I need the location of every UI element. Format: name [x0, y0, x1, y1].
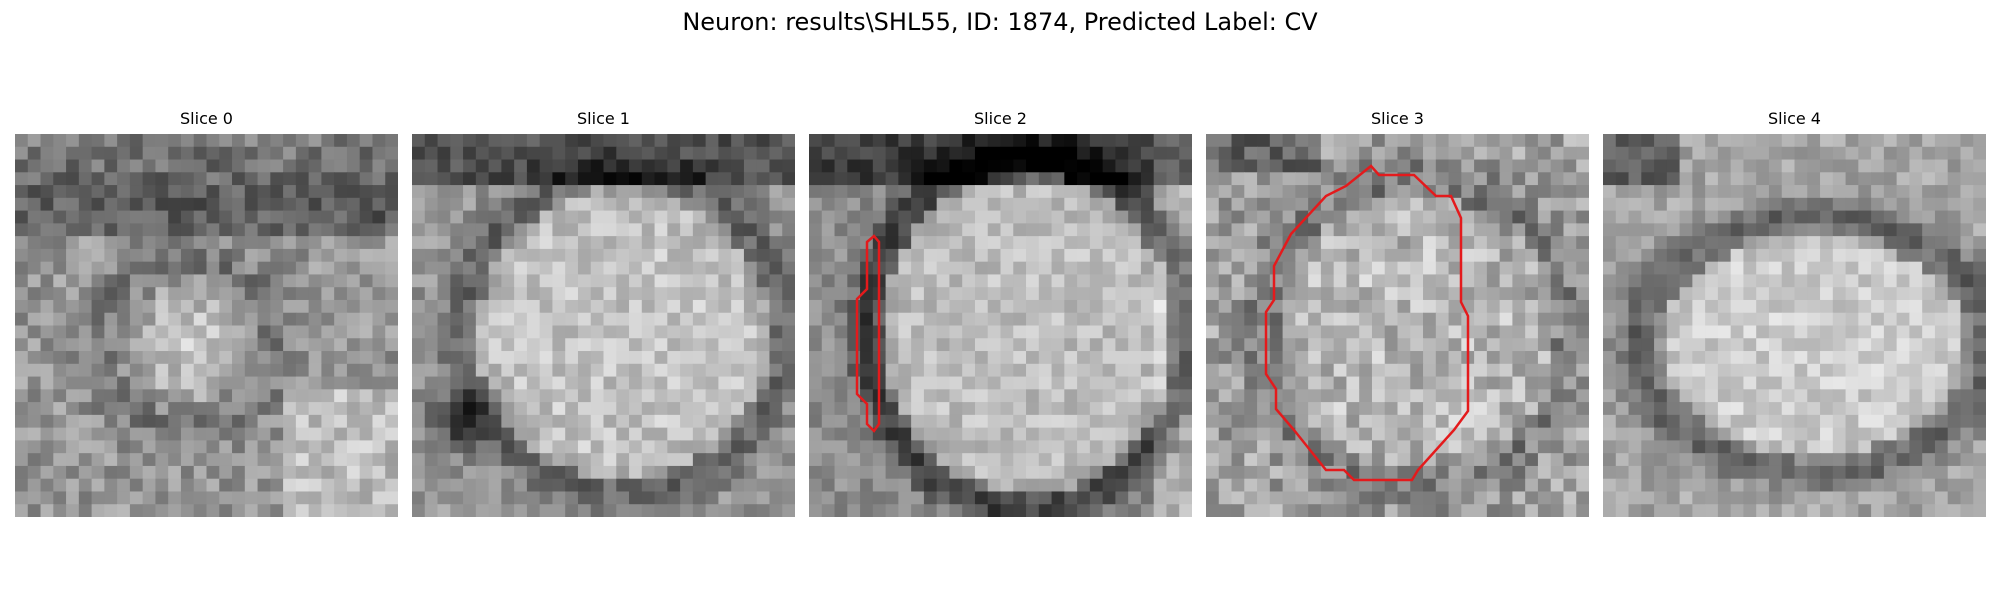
slice-3-image [1206, 134, 1589, 517]
slice-2-image [809, 134, 1192, 517]
slice-4-canvas [1603, 134, 1986, 517]
slice-3-contour [1264, 164, 1470, 482]
panel-title-slice-4: Slice 4 [1768, 109, 1821, 128]
slice-2-contour [855, 234, 881, 433]
slice-0-canvas [15, 134, 398, 517]
slice-0-image [15, 134, 398, 517]
figure-title: Neuron: results\SHL55, ID: 1874, Predict… [682, 8, 1318, 36]
slice-1-image [412, 134, 795, 517]
slice-4-image [1603, 134, 1986, 517]
slice-3-canvas [1206, 134, 1589, 517]
panel-title-slice-2: Slice 2 [974, 109, 1027, 128]
panel-title-slice-0: Slice 0 [180, 109, 233, 128]
panel-title-slice-3: Slice 3 [1371, 109, 1424, 128]
panel-title-slice-1: Slice 1 [577, 109, 630, 128]
slice-1-canvas [412, 134, 795, 517]
slice-2-canvas [809, 134, 1192, 517]
